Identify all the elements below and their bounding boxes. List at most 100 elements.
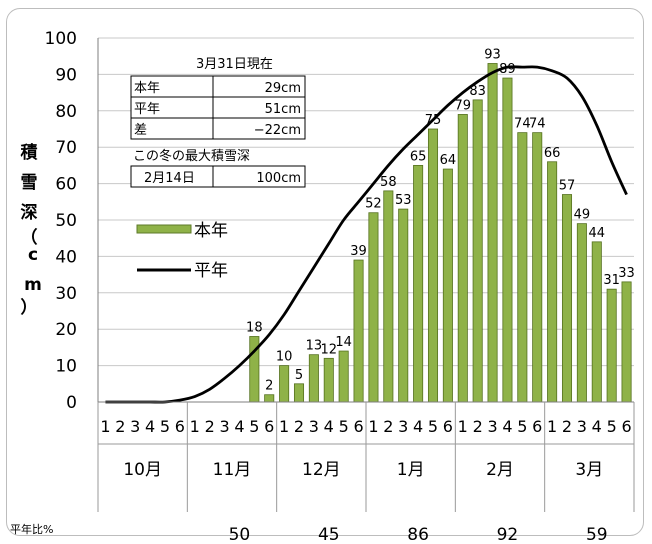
bar-data-label: 83 (469, 84, 486, 99)
month-label: 12月 (302, 460, 341, 480)
bar (264, 394, 275, 403)
bar-data-label: 65 (410, 149, 427, 164)
bar-data-label: 57 (559, 179, 576, 194)
bar-data-label: 53 (395, 193, 412, 208)
y-axis-ticks: 0 10 20 30 40 50 60 70 80 90 100 (45, 29, 77, 413)
bar-data-labels: 1821051312143952585365756479839389747466… (246, 47, 635, 393)
bar (338, 350, 349, 403)
y-tick-label: 80 (55, 102, 77, 122)
bar-data-label: 14 (335, 335, 352, 350)
bar-data-label: 5 (295, 368, 303, 383)
x-tick-label: 2 (205, 417, 215, 436)
x-tick-label: 5 (249, 417, 259, 436)
bar (308, 354, 319, 403)
x-tick-label: 5 (517, 417, 527, 436)
x-tick-label: 2 (294, 417, 304, 436)
bar-data-label: 79 (455, 98, 472, 113)
ratio-value: 50 (229, 525, 251, 544)
legend-swatch-bar (136, 224, 192, 234)
bar-data-label: 49 (574, 208, 591, 223)
bar-data-label: 44 (589, 226, 606, 241)
y-tick-label: 10 (55, 357, 77, 377)
x-tick-label: 1 (190, 417, 200, 436)
bar-data-label: 33 (618, 266, 635, 281)
bar (576, 223, 587, 403)
x-tick-label: 4 (592, 417, 602, 436)
bar-data-label: 66 (544, 146, 561, 161)
info-row-value-diff: −22cm (254, 123, 301, 138)
bar (442, 168, 453, 403)
y-tick-label: 100 (45, 29, 77, 49)
bar (532, 132, 543, 403)
x-tick-label: 3 (219, 417, 229, 436)
bar-data-label: 31 (603, 273, 620, 288)
x-tick-label: 4 (413, 417, 423, 436)
x-tick-label: 3 (487, 417, 497, 436)
bar (606, 288, 617, 403)
average-line (105, 65, 628, 404)
bar-data-label: 13 (306, 339, 323, 354)
x-tick-label: 3 (309, 417, 319, 436)
info-title: 3月31日現在 (196, 57, 273, 72)
x-tick-label: 2 (383, 417, 393, 436)
y-tick-label: 70 (55, 138, 77, 158)
bar (293, 383, 305, 403)
info-max-date: 2月14日 (144, 171, 195, 186)
bar-data-label: 58 (380, 175, 397, 190)
month-label: 1月 (397, 460, 425, 480)
legend-item-normal: 平年 (137, 261, 228, 281)
bar-data-label: 74 (529, 117, 546, 132)
x-tick-label: 5 (428, 417, 438, 436)
y-axis-label-text: 積雪深（ c m） (21, 142, 42, 318)
bar-data-label: 93 (484, 47, 501, 62)
x-tick-label: 1 (458, 417, 468, 436)
x-tick-label: 4 (502, 417, 512, 436)
bar (591, 241, 602, 403)
x-tick-label: 2 (473, 417, 483, 436)
bar-data-label: 18 (246, 320, 263, 335)
ratio-value: 86 (407, 525, 429, 544)
y-tick-label: 0 (66, 393, 77, 413)
x-tick-label: 5 (160, 417, 170, 436)
ratio-values: 50 45 86 92 59 (229, 525, 608, 544)
x-tick-label: 6 (532, 417, 542, 436)
info-row-label-diff: 差 (134, 123, 147, 138)
y-tick-label: 30 (55, 284, 77, 304)
info-max-value: 100cm (256, 171, 301, 186)
info-row-value-current: 29cm (265, 81, 301, 96)
x-tick-label: 4 (234, 417, 244, 436)
bar-data-label: 39 (350, 244, 367, 259)
average-line-series (105, 65, 628, 404)
ratio-value: 59 (586, 525, 608, 544)
bar (427, 128, 439, 403)
info-row-label-normal: 平年 (134, 102, 160, 117)
ratio-label: 平年比% (10, 522, 53, 536)
bar (621, 281, 632, 403)
x-tick-label: 1 (100, 417, 110, 436)
x-tick-label: 1 (547, 417, 557, 436)
x-tick-label: 5 (607, 417, 617, 436)
y-tick-label: 90 (55, 65, 77, 85)
bar (353, 259, 364, 403)
month-label: 11月 (213, 460, 252, 480)
x-tick-label: 3 (398, 417, 408, 436)
legend-label-normal: 平年 (194, 261, 228, 281)
y-tick-label: 20 (55, 320, 77, 340)
y-tick-label: 60 (55, 175, 77, 195)
bar (472, 99, 483, 403)
bar-data-label: 2 (265, 379, 273, 394)
legend-label-current: 本年 (194, 221, 228, 241)
bar (413, 164, 424, 403)
bar (561, 194, 573, 403)
bar (502, 77, 513, 403)
x-tick-label: 2 (115, 417, 125, 436)
x-tick-label: 6 (621, 417, 631, 436)
y-tick-label: 40 (55, 247, 77, 267)
info-box: 3月31日現在 本年 29cm 平年 51cm 差 −22cm この冬の最大積雪… (130, 57, 306, 188)
chart-frame (6, 8, 644, 536)
info-row-label-current: 本年 (134, 81, 160, 96)
x-tick-label: 4 (324, 417, 334, 436)
bar (487, 63, 498, 403)
bar (279, 365, 290, 403)
